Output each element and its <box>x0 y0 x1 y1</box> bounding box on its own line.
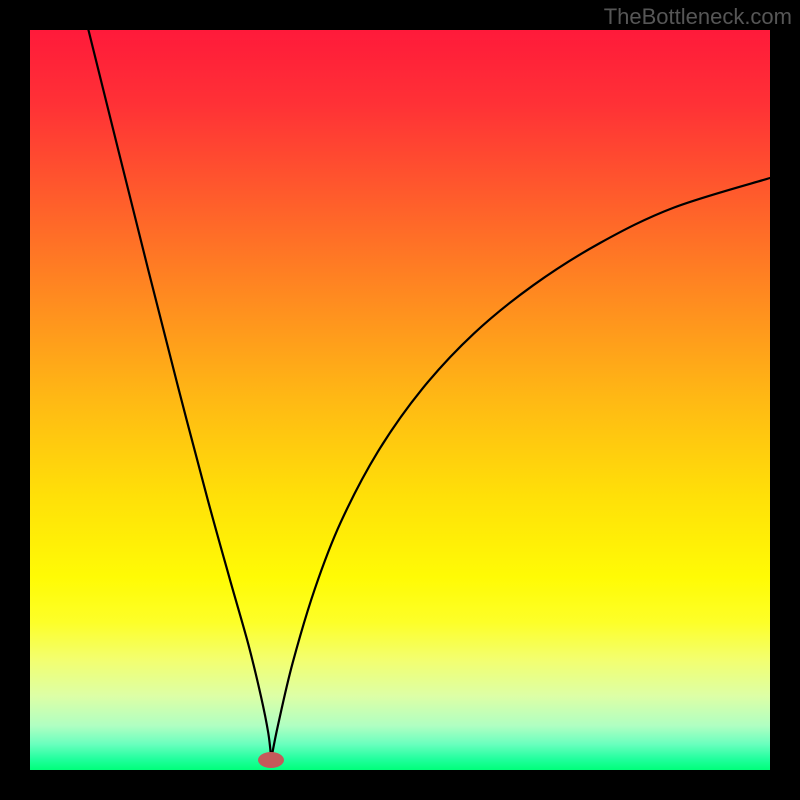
bottleneck-curve <box>30 30 770 770</box>
optimum-marker <box>258 752 284 768</box>
chart-frame: TheBottleneck.com <box>0 0 800 800</box>
watermark-label: TheBottleneck.com <box>604 4 792 30</box>
plot-area <box>30 30 770 770</box>
